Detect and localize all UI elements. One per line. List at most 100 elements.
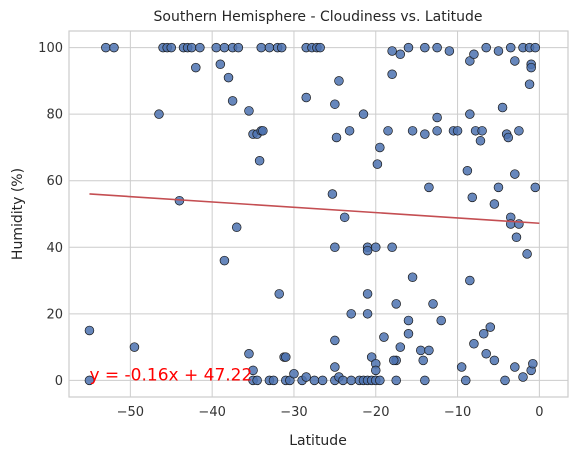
- x-tick-label: −40: [198, 405, 225, 420]
- data-point: [233, 42, 244, 53]
- data-point: [191, 62, 201, 73]
- data-point: [505, 42, 516, 53]
- data-point: [301, 92, 311, 103]
- y-tick-label: 80: [46, 108, 63, 123]
- data-point: [264, 42, 275, 53]
- data-point: [219, 42, 230, 53]
- data-point: [84, 375, 95, 386]
- data-point: [317, 375, 328, 386]
- data-point: [268, 375, 279, 386]
- data-point: [387, 242, 397, 253]
- data-point: [258, 126, 268, 136]
- data-point: [428, 299, 438, 309]
- data-point: [166, 42, 177, 53]
- data-point: [154, 109, 164, 119]
- data-point: [186, 42, 197, 53]
- data-point: [334, 76, 344, 86]
- data-point: [387, 46, 397, 56]
- data-point: [469, 49, 479, 60]
- regression-group: y = -0.16x + 47.22: [89, 193, 540, 385]
- data-point: [383, 126, 393, 136]
- data-point: [418, 355, 428, 366]
- data-point: [420, 129, 430, 139]
- data-point: [456, 362, 467, 372]
- data-point: [254, 156, 265, 166]
- data-point: [407, 126, 418, 136]
- data-point: [500, 375, 510, 386]
- data-point: [248, 365, 258, 376]
- data-point: [244, 348, 254, 359]
- data-point: [436, 315, 446, 326]
- regression-line: [89, 193, 540, 225]
- data-point: [327, 189, 338, 199]
- data-point: [478, 329, 489, 339]
- data-point: [362, 245, 373, 256]
- data-point: [223, 72, 234, 83]
- data-point: [477, 126, 487, 136]
- data-point: [231, 222, 242, 233]
- data-point: [387, 69, 397, 80]
- data-point: [215, 59, 226, 70]
- data-point: [315, 42, 325, 53]
- data-point: [346, 375, 356, 386]
- data-point: [432, 126, 442, 136]
- data-point: [338, 375, 348, 386]
- x-tick-label: −20: [362, 405, 389, 420]
- data-point: [460, 375, 471, 386]
- data-point: [395, 49, 406, 60]
- data-point: [195, 42, 205, 53]
- chart-title: Southern Hemisphere - Cloudiness vs. Lat…: [154, 9, 483, 25]
- data-point: [522, 249, 532, 259]
- grid-lines: [69, 31, 568, 397]
- data-point: [514, 219, 524, 229]
- y-tick-label: 20: [46, 307, 63, 322]
- data-point: [493, 182, 504, 193]
- data-point: [331, 132, 342, 143]
- data-point: [420, 375, 430, 386]
- data-point: [420, 42, 430, 53]
- data-point: [211, 42, 221, 53]
- data-point: [330, 242, 340, 253]
- x-tick-label: 0: [535, 405, 543, 420]
- data-point: [344, 126, 355, 136]
- data-point: [371, 365, 381, 376]
- data-point: [530, 42, 541, 53]
- data-point: [309, 375, 320, 386]
- data-point: [289, 368, 299, 379]
- data-point: [339, 212, 350, 223]
- data-point: [330, 335, 340, 346]
- data-point: [274, 289, 284, 299]
- y-tick-label: 40: [46, 241, 63, 256]
- data-point: [528, 358, 538, 369]
- data-point: [530, 182, 541, 193]
- data-point: [330, 99, 340, 109]
- data-point: [481, 42, 491, 53]
- data-point: [371, 242, 381, 253]
- plot-border: [68, 30, 569, 398]
- data-point: [330, 362, 340, 372]
- data-point: [84, 325, 95, 336]
- data-point: [489, 355, 500, 366]
- data-point: [465, 275, 475, 286]
- y-tick-label: 60: [46, 174, 63, 189]
- data-point: [424, 182, 434, 193]
- regression-equation: y = -0.16x + 47.22: [89, 365, 252, 385]
- x-tick-label: −10: [444, 405, 471, 420]
- data-point: [389, 355, 399, 366]
- data-point: [518, 372, 528, 382]
- data-point: [372, 159, 383, 169]
- data-point: [101, 42, 111, 53]
- data-point: [281, 352, 291, 362]
- plot-frame: [68, 30, 569, 398]
- data-point: [511, 232, 522, 243]
- data-point: [510, 56, 520, 66]
- data-point: [379, 332, 389, 342]
- data-point: [526, 62, 536, 73]
- data-points: [84, 42, 541, 386]
- data-point: [391, 375, 401, 386]
- data-point: [485, 322, 496, 332]
- data-point: [481, 348, 491, 359]
- data-point: [497, 102, 508, 113]
- y-tick-label: 0: [55, 374, 63, 389]
